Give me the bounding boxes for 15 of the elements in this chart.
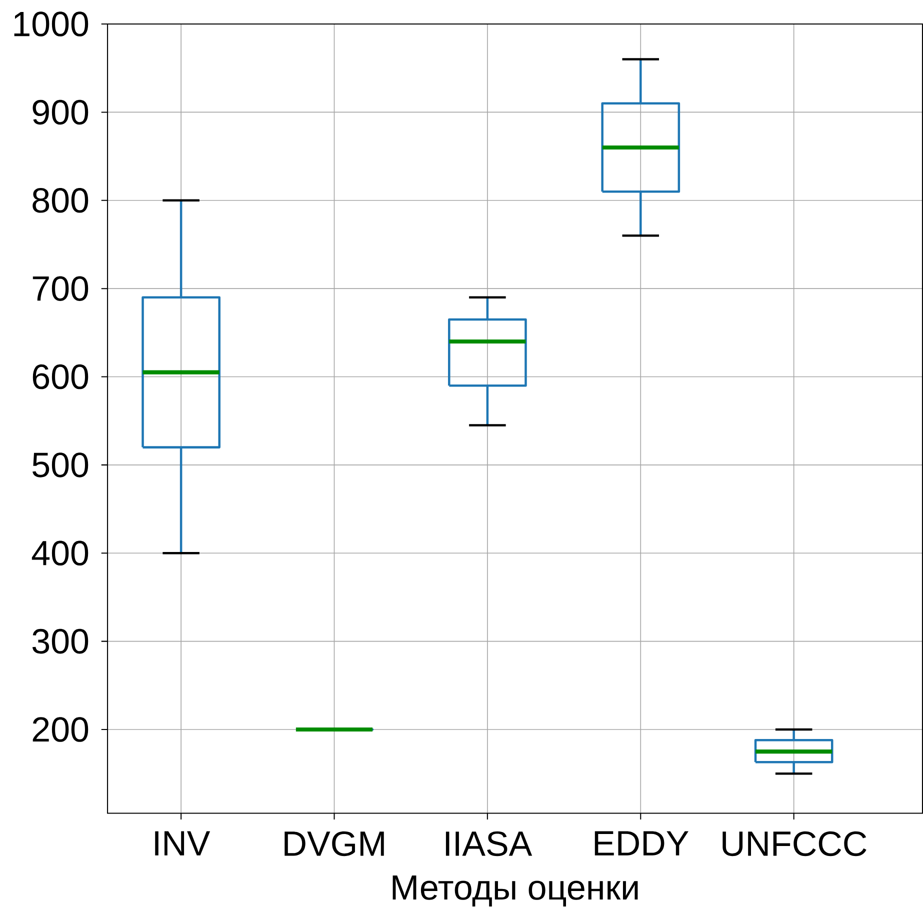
- y-tick-label: 500: [32, 452, 88, 478]
- y-tick-label: 200: [32, 717, 88, 742]
- x-axis-title: Методы оценки: [392, 875, 638, 906]
- y-tick-label: 900: [32, 100, 88, 124]
- y-tick-label: 400: [32, 540, 88, 566]
- y-tick-label: 700: [32, 276, 88, 301]
- x-tick-label: INV: [155, 831, 210, 856]
- y-tick-label: 600: [32, 364, 88, 390]
- x-tick-label: UNFCCC: [722, 831, 866, 856]
- x-tick-label: DVGM: [284, 831, 384, 856]
- x-tick-label: IIASA: [446, 831, 532, 856]
- y-tick-label: 300: [32, 628, 88, 654]
- y-tick-label: 800: [32, 188, 88, 213]
- x-tick-label: EDDY: [594, 831, 688, 856]
- y-tick-label: 1000: [14, 12, 88, 36]
